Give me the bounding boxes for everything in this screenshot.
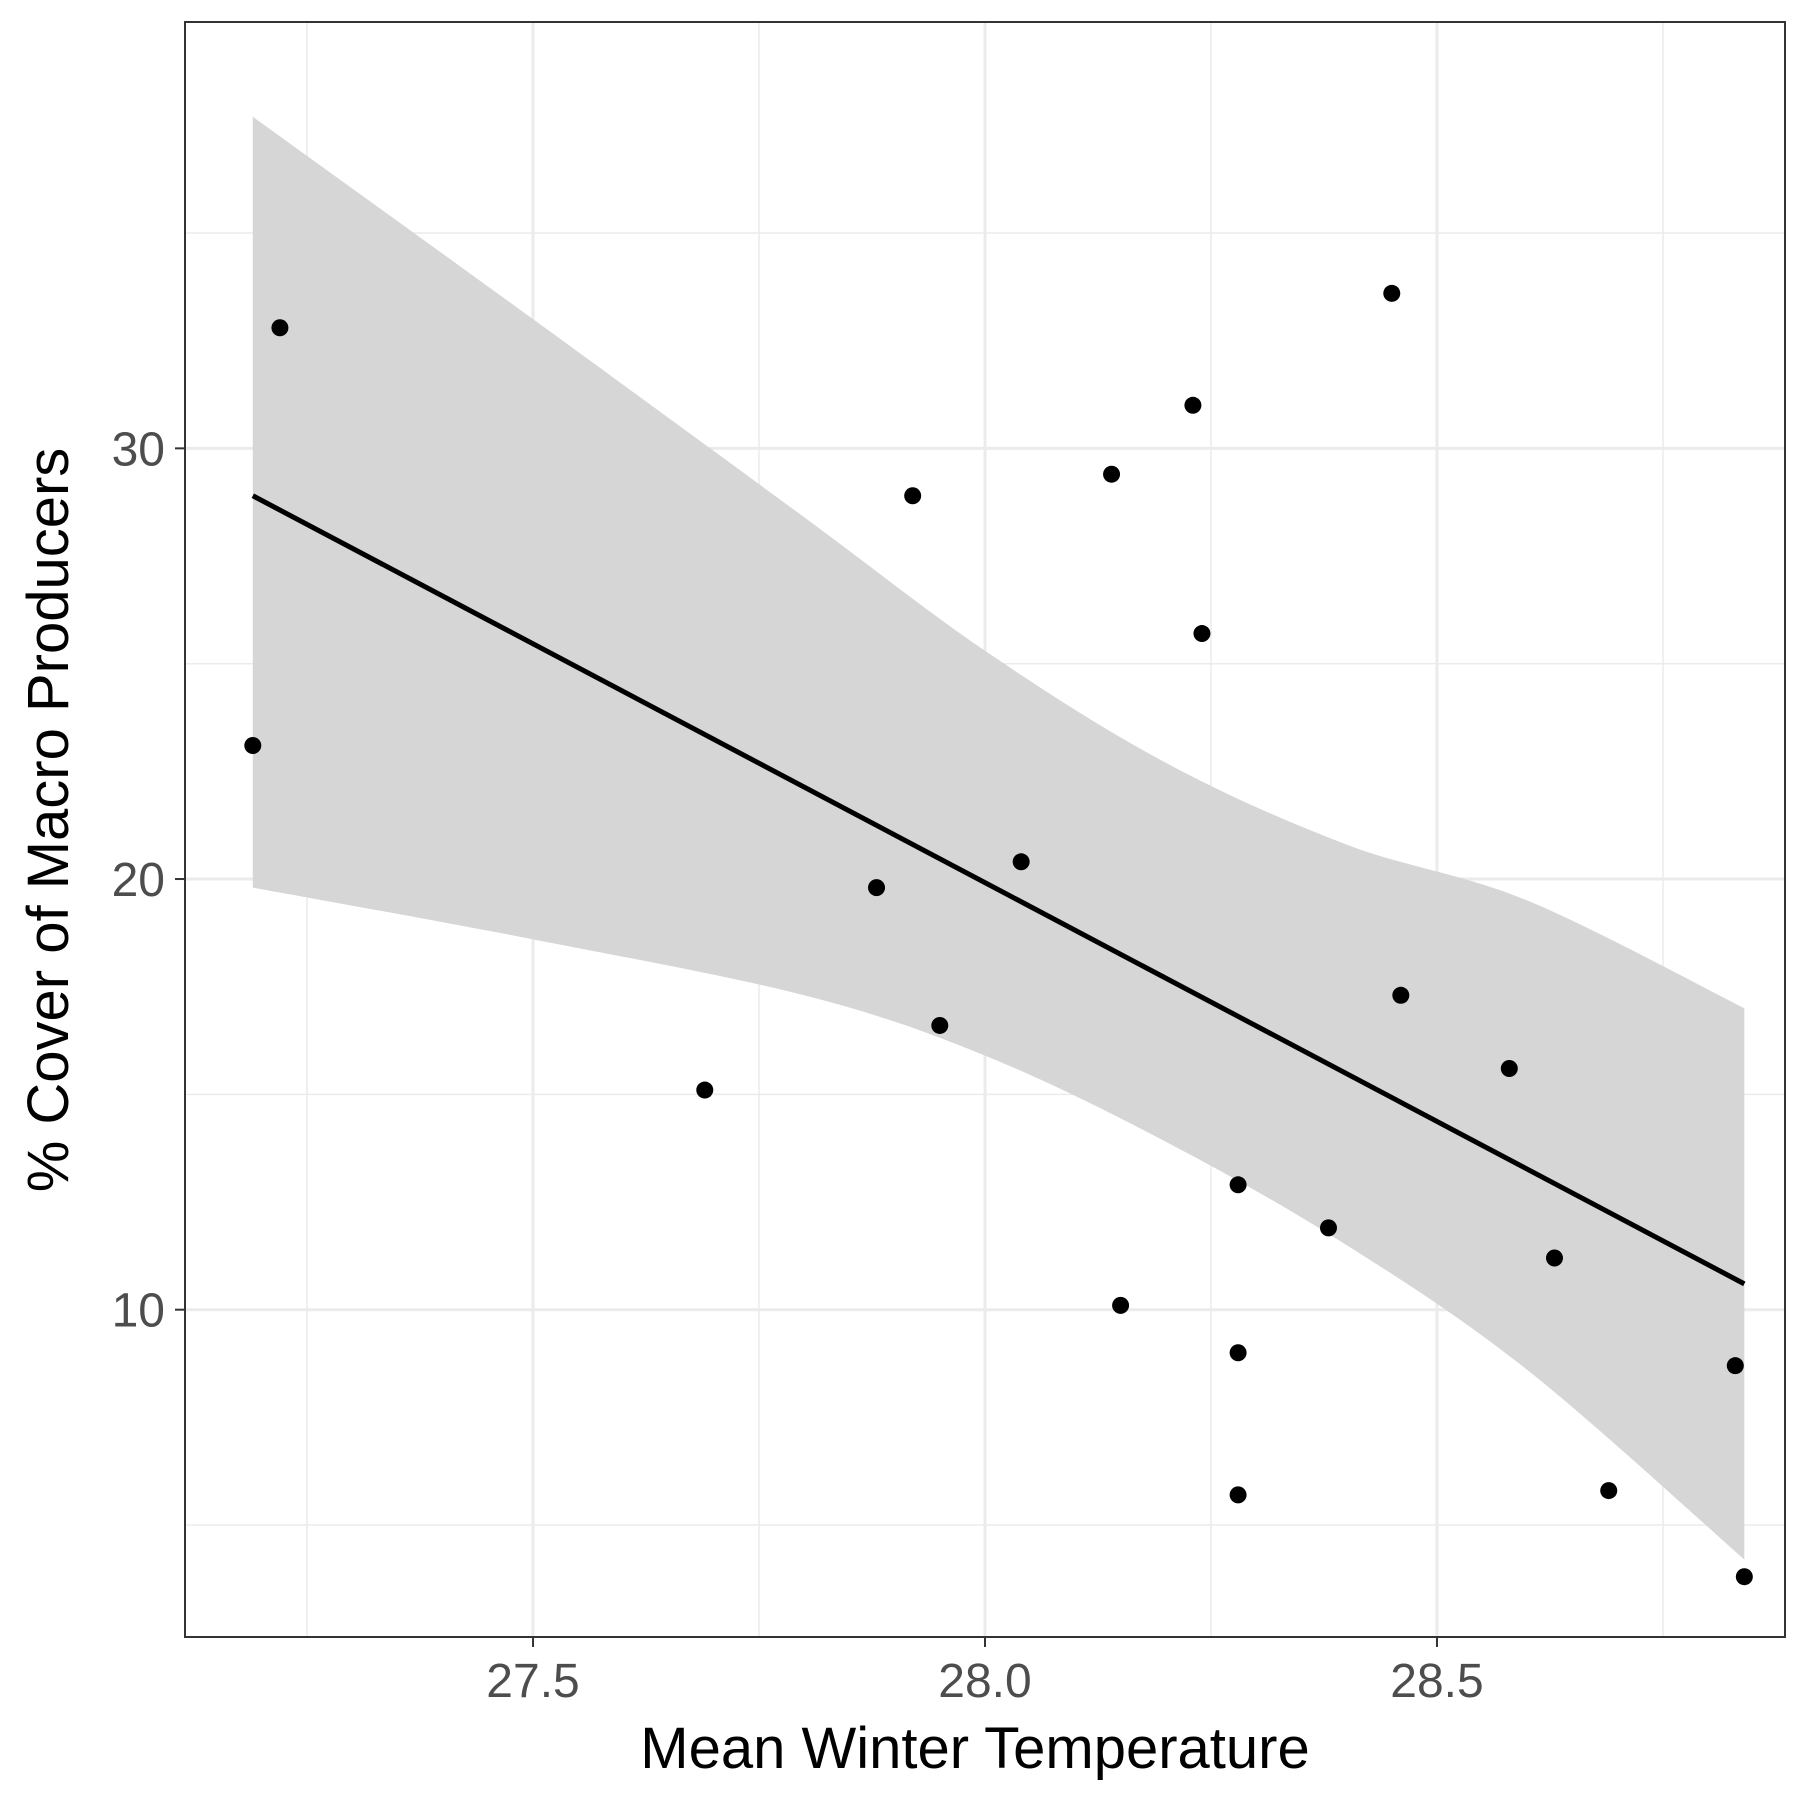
data-point [904, 487, 922, 505]
data-point [1229, 1344, 1247, 1362]
data-point [1112, 1296, 1130, 1314]
y-axis-ticks: 10 20 30 [112, 423, 185, 1338]
data-point [696, 1081, 714, 1099]
data-point [1735, 1568, 1753, 1586]
data-point [1229, 1486, 1247, 1504]
data-point [931, 1016, 949, 1034]
data-point [1012, 853, 1030, 871]
data-point [1600, 1482, 1618, 1500]
x-tick-label: 27.5 [486, 1655, 579, 1708]
y-axis-title: % Cover of Macro Producers [16, 448, 81, 1193]
fit-line-layer [251, 493, 1746, 1287]
data-point [271, 319, 289, 337]
data-points [244, 284, 1753, 1586]
confidence-band [252, 116, 1745, 1560]
confidence-band-layer [252, 116, 1745, 1560]
y-tick-label: 30 [112, 423, 165, 476]
y-tick-label: 20 [112, 854, 165, 907]
data-point [868, 879, 886, 897]
data-point [1392, 986, 1410, 1004]
data-point [1193, 625, 1211, 643]
x-tick-label: 28.5 [1390, 1655, 1483, 1708]
x-axis-title: Mean Winter Temperature [640, 1716, 1309, 1781]
data-point [1500, 1060, 1518, 1078]
x-axis-ticks: 27.5 28.0 28.5 [486, 1637, 1484, 1708]
data-point [1545, 1249, 1563, 1267]
regression-line [251, 493, 1746, 1287]
x-tick-label: 28.0 [938, 1655, 1031, 1708]
data-point [1103, 465, 1121, 483]
data-point [1184, 396, 1202, 414]
y-tick-label: 10 [112, 1285, 165, 1338]
data-point [1383, 284, 1401, 302]
data-point [1229, 1176, 1247, 1194]
data-point [244, 737, 262, 755]
data-point [1726, 1357, 1744, 1375]
data-point [1320, 1219, 1338, 1237]
